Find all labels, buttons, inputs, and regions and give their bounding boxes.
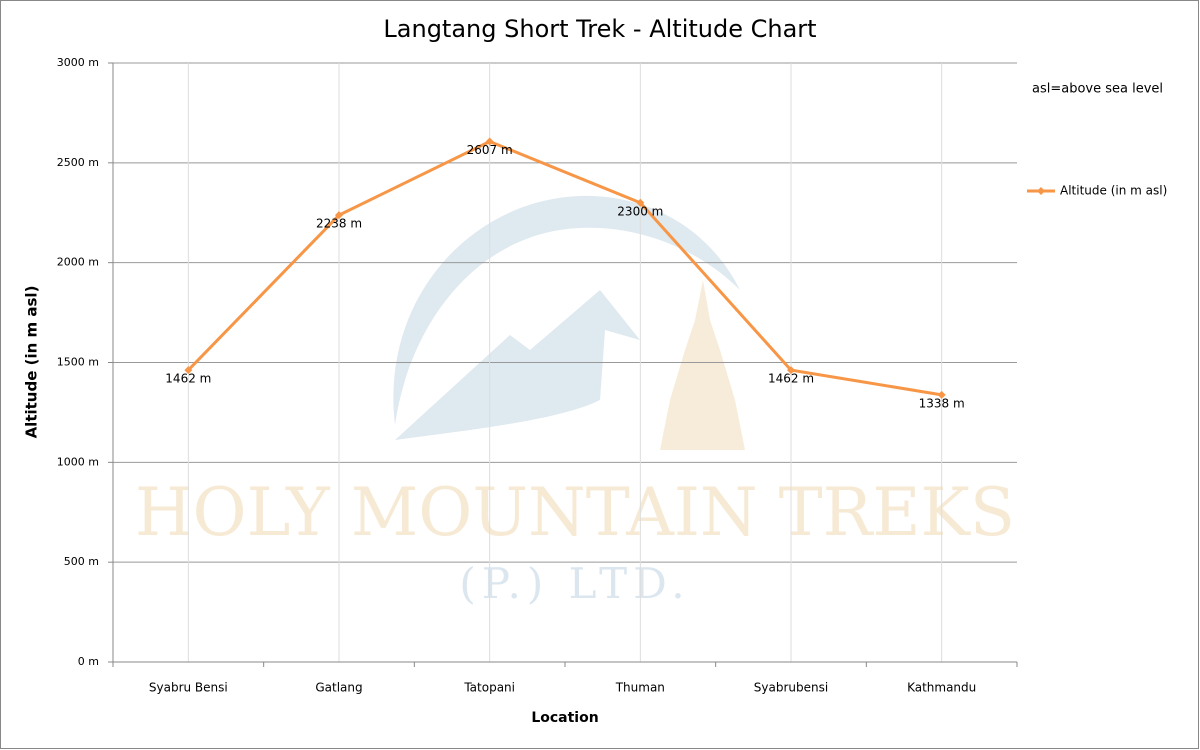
data-label: 2300 m bbox=[617, 204, 663, 218]
watermark-logo bbox=[393, 195, 745, 450]
y-tick-label: 1000 m bbox=[57, 455, 99, 468]
annotation: asl=above sea level bbox=[1032, 82, 1163, 97]
data-label: 1338 m bbox=[919, 396, 965, 410]
x-axis-title: Location bbox=[531, 710, 598, 726]
data-point bbox=[335, 211, 343, 220]
chart-title: Langtang Short Trek - Altitude Chart bbox=[383, 15, 816, 43]
data-label: 2607 m bbox=[467, 143, 513, 157]
data-label: 1462 m bbox=[165, 372, 211, 386]
y-tick-label: 500 m bbox=[64, 555, 99, 568]
watermark-text: (P.) LTD. bbox=[459, 559, 690, 608]
data-point bbox=[787, 366, 795, 375]
legend-label: Altitude (in m asl) bbox=[1060, 184, 1167, 198]
data-point bbox=[485, 137, 494, 146]
y-tick-label: 2500 m bbox=[57, 156, 99, 169]
y-tick-label: 0 m bbox=[78, 655, 99, 668]
data-point bbox=[937, 390, 946, 399]
x-tick-label: Syabrubensi bbox=[754, 681, 828, 695]
watermark-text: HOLY MOUNTAIN TREKS bbox=[135, 474, 1015, 551]
x-tick-label: Thuman bbox=[615, 681, 665, 695]
data-line bbox=[187, 139, 942, 397]
x-tick-label: Tatopani bbox=[463, 681, 515, 695]
legend-marker bbox=[1037, 187, 1045, 195]
y-tick-label: 1500 m bbox=[57, 356, 99, 369]
y-tick-label: 3000 m bbox=[57, 56, 99, 69]
data-point bbox=[636, 198, 645, 207]
data-label: 1462 m bbox=[768, 372, 814, 386]
y-tick-label: 2000 m bbox=[57, 256, 99, 269]
data-point bbox=[184, 366, 193, 375]
data-label: 2238 m bbox=[316, 217, 362, 231]
x-tick-label: Kathmandu bbox=[907, 681, 976, 695]
x-tick-label: Syabru Bensi bbox=[149, 681, 228, 695]
x-tick-label: Gatlang bbox=[315, 681, 362, 695]
y-axis-title: Altitude (in m asl) bbox=[23, 286, 41, 439]
